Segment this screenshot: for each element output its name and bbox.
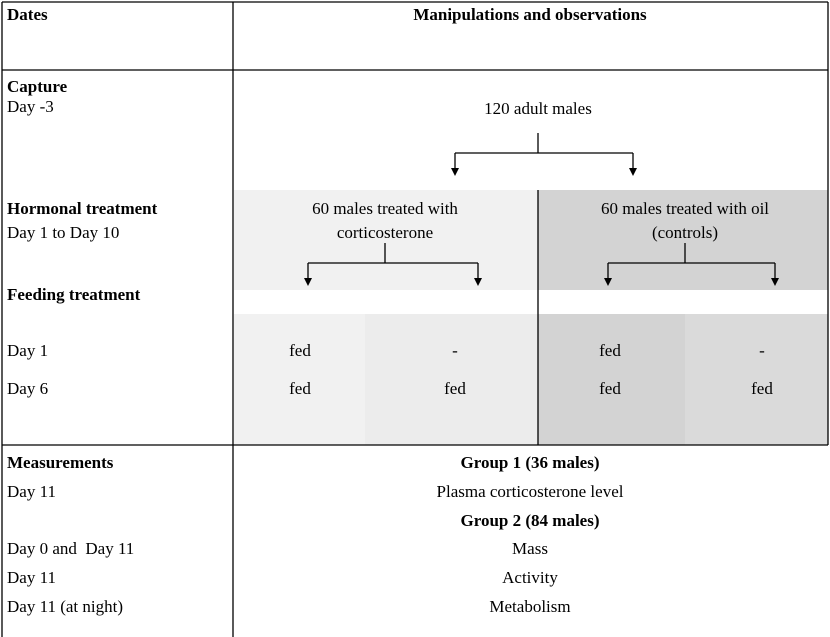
day: Day -3 (7, 97, 54, 116)
section-label: Measurements (7, 453, 114, 472)
cell: fed (599, 379, 621, 398)
split-arrow (604, 243, 779, 286)
day: Day 0 and Day 11 (7, 539, 134, 558)
group: Group 1 (36 males) (461, 453, 600, 472)
split-arrow (304, 243, 482, 286)
treatment: (controls) (652, 223, 718, 242)
treatment: corticosterone (337, 223, 433, 242)
section-label: Feeding treatment (7, 285, 141, 304)
cell: - (452, 341, 458, 360)
measure: Activity (502, 568, 558, 587)
cell: fed (289, 341, 311, 360)
day: Day 11 (at night) (7, 597, 123, 616)
cell: fed (599, 341, 621, 360)
day: Day 11 (7, 482, 56, 501)
feed-cell (538, 314, 685, 445)
feed-cell (365, 314, 538, 445)
section-label: Capture (7, 77, 68, 96)
feed-cell (685, 314, 828, 445)
group: Group 2 (84 males) (461, 511, 600, 530)
measure: Plasma corticosterone level (437, 482, 624, 501)
split-arrow (451, 133, 637, 176)
cell: fed (444, 379, 466, 398)
oil-block (538, 190, 828, 290)
cell: fed (751, 379, 773, 398)
cell: - (759, 341, 765, 360)
treatment: 60 males treated with (312, 199, 458, 218)
day: Day 11 (7, 568, 56, 587)
group: 120 adult males (484, 99, 592, 118)
measure: Metabolism (489, 597, 570, 616)
header: Dates (7, 5, 48, 24)
cort-block (234, 190, 538, 290)
feed-cell (234, 314, 365, 445)
section-label: Hormonal treatment (7, 199, 158, 218)
cell: fed (289, 379, 311, 398)
treatment: 60 males treated with oil (601, 199, 769, 218)
day: Day 6 (7, 379, 48, 398)
day: Day 1 to Day 10 (7, 223, 119, 242)
measure: Mass (512, 539, 548, 558)
header: Manipulations and observations (413, 5, 647, 24)
day: Day 1 (7, 341, 48, 360)
